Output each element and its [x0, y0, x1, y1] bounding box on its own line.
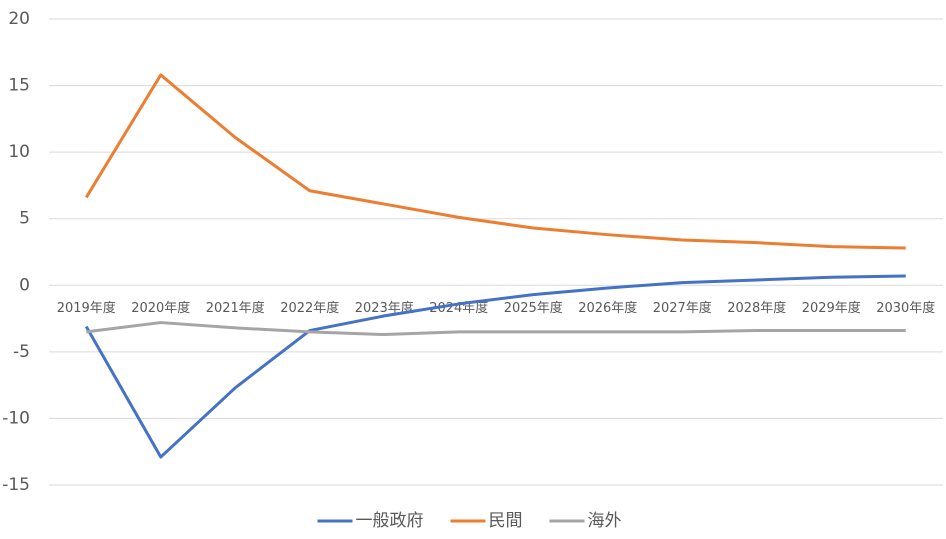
x-tick-label: 2019年度 [57, 300, 116, 316]
legend-label: 民間 [489, 511, 523, 531]
x-tick-label: 2029年度 [802, 300, 861, 316]
y-tick-label: 15 [8, 76, 30, 96]
y-tick-label: 20 [8, 9, 30, 29]
x-tick-label: 2030年度 [876, 300, 935, 316]
x-tick-label: 2022年度 [280, 300, 339, 316]
x-tick-label: 2023年度 [355, 300, 414, 316]
x-tick-label: 2020年度 [131, 300, 190, 316]
y-tick-label: 0 [19, 275, 30, 295]
x-tick-label: 2026年度 [578, 300, 637, 316]
y-tick-label: 10 [8, 142, 30, 162]
x-tick-label: 2028年度 [727, 300, 786, 316]
y-tick-label: -10 [2, 408, 30, 428]
x-tick-label: 2025年度 [504, 300, 563, 316]
y-tick-label: -15 [2, 475, 30, 495]
series-line [84, 274, 906, 459]
legend-label: 海外 [588, 511, 622, 531]
legend-label: 一般政府 [356, 511, 424, 531]
x-tick-label: 2024年度 [429, 300, 488, 316]
y-tick-label: 5 [19, 209, 30, 229]
series-line [86, 321, 906, 337]
y-tick-label: -5 [13, 342, 30, 362]
series-line [84, 73, 906, 250]
x-tick-label: 2021年度 [206, 300, 265, 316]
x-tick-label: 2027年度 [653, 300, 712, 316]
